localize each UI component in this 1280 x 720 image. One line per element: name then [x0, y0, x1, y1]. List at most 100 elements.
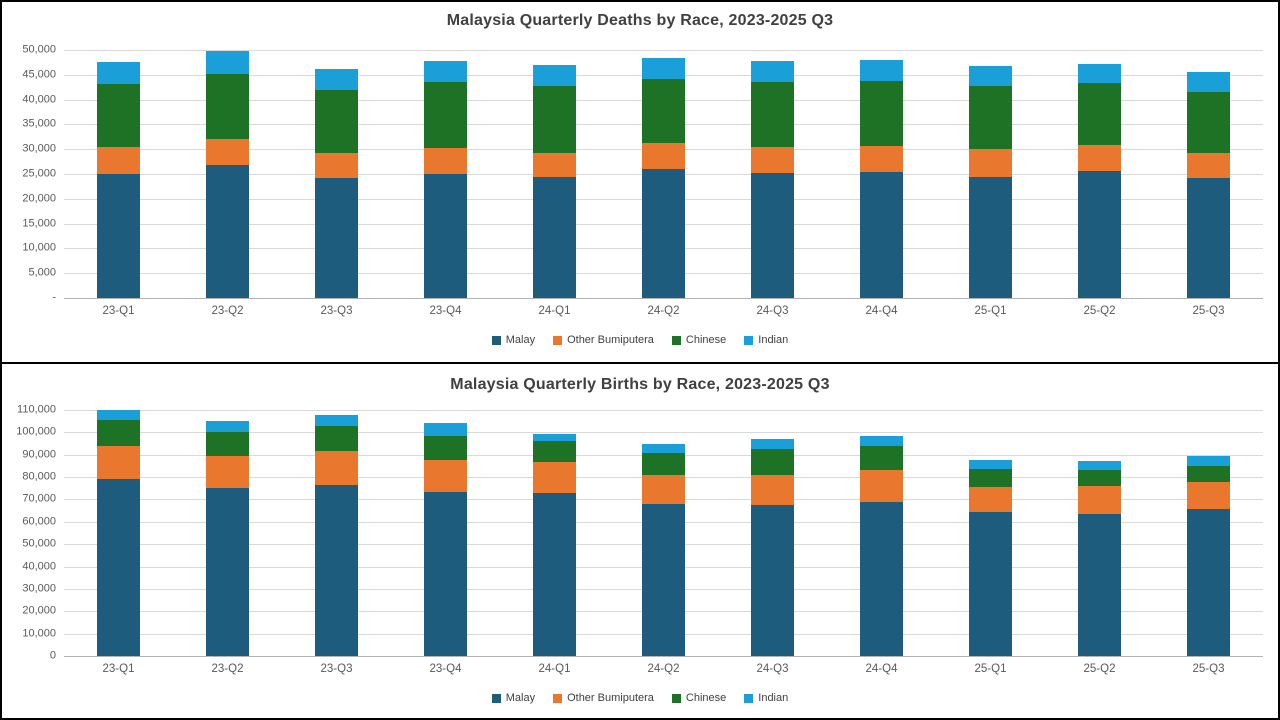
bar-segment-chinese — [533, 86, 576, 153]
bar-segment-other-bumiputera — [1187, 481, 1230, 509]
legend-item-chinese: Chinese — [671, 334, 727, 346]
chart-title: Malaysia Quarterly Births by Race, 2023-… — [450, 376, 830, 393]
bar-segment-indian — [315, 69, 358, 90]
stacked-bar-25-q1 — [969, 65, 1012, 298]
bar-segment-other-bumiputera — [424, 147, 467, 174]
bar-segment-chinese — [860, 80, 903, 147]
bar-segment-chinese — [969, 468, 1012, 487]
stacked-bar-24-q1 — [533, 433, 576, 656]
bar-segment-other-bumiputera — [969, 149, 1012, 177]
gridline — [64, 410, 1263, 411]
bar-segment-malay — [969, 512, 1012, 656]
x-axis-tick-label: 24-Q3 — [756, 663, 789, 675]
bar-segment-malay — [315, 485, 358, 656]
stacked-bar-23-q2 — [206, 420, 249, 656]
gridline — [64, 656, 1263, 657]
x-axis-tick-label: 24-Q1 — [538, 305, 571, 317]
stacked-bar-23-q2 — [206, 50, 249, 298]
bar-slot — [1154, 410, 1263, 656]
bar-slot — [718, 50, 827, 298]
stacked-bar-24-q1 — [533, 65, 576, 298]
y-axis-tick-label: 70,000 — [22, 492, 56, 505]
legend-label: Malay — [505, 334, 536, 346]
bar-segment-malay — [751, 173, 794, 298]
stacked-bar-23-q1 — [97, 410, 140, 656]
stacked-bar-25-q2 — [1078, 63, 1121, 298]
stacked-bar-23-q1 — [97, 62, 140, 298]
bar-segment-chinese — [1078, 83, 1121, 146]
bar-slot — [936, 50, 1045, 298]
x-axis-tick-label: 23-Q1 — [102, 663, 135, 675]
bar-segment-malay — [642, 168, 685, 298]
bar-segment-indian — [206, 50, 249, 74]
bar-segment-chinese — [97, 420, 140, 447]
stacked-bar-24-q3 — [751, 60, 794, 298]
legend-swatch-icon — [491, 693, 501, 703]
births-chart-panel: Malaysia Quarterly Births by Race, 2023-… — [2, 364, 1278, 718]
y-axis-tick-label: 25,000 — [22, 167, 56, 180]
bar-segment-malay — [533, 177, 576, 298]
bar-segment-indian — [206, 420, 249, 432]
x-axis-tick-label: 24-Q4 — [865, 663, 898, 675]
chart-title: Malaysia Quarterly Deaths by Race, 2023-… — [446, 12, 834, 29]
gridline — [64, 298, 1263, 299]
x-axis-tick-label: 25-Q2 — [1083, 305, 1116, 317]
bar-segment-other-bumiputera — [206, 138, 249, 166]
stacked-bar-23-q3 — [315, 415, 358, 656]
x-axis-tick-label: 24-Q2 — [647, 663, 680, 675]
bar-segment-malay — [860, 172, 903, 298]
x-axis-tick-label: 25-Q1 — [974, 663, 1007, 675]
y-axis-tick-label: 45,000 — [22, 68, 56, 81]
bar-segment-indian — [533, 65, 576, 87]
bar-slot — [173, 410, 282, 656]
bar-segment-indian — [97, 410, 140, 421]
y-axis-tick-label: 10,000 — [22, 627, 56, 640]
y-axis-tick-label: 60,000 — [22, 515, 56, 528]
y-axis-tick-label: 110,000 — [17, 403, 56, 416]
bar-segment-other-bumiputera — [642, 474, 685, 504]
legend-item-indian: Indian — [744, 334, 788, 346]
bar-segment-indian — [1187, 456, 1230, 467]
bar-slot — [282, 410, 391, 656]
bar-slot — [718, 410, 827, 656]
legend-item-other-bumiputera: Other Bumiputera — [553, 334, 654, 346]
bar-segment-malay — [206, 488, 249, 656]
x-axis-tick-label: 25-Q1 — [974, 305, 1007, 317]
bar-segment-malay — [1187, 508, 1230, 656]
bar-segment-malay — [97, 174, 140, 298]
x-axis-tick-label: 23-Q1 — [102, 305, 135, 317]
bar-segment-indian — [1187, 72, 1230, 92]
bar-segment-indian — [315, 415, 358, 427]
bar-segment-chinese — [424, 436, 467, 460]
x-axis-tick-label: 25-Q2 — [1083, 663, 1116, 675]
bar-segment-chinese — [642, 452, 685, 475]
legend-item-chinese: Chinese — [671, 692, 727, 704]
x-axis-tick-label: 24-Q2 — [647, 305, 680, 317]
legend-swatch-icon — [671, 693, 681, 703]
y-axis-tick-label: 100,000 — [16, 425, 56, 438]
bar-segment-other-bumiputera — [751, 146, 794, 173]
y-axis-tick-label: 30,000 — [22, 142, 56, 155]
bar-slot — [936, 410, 1045, 656]
bar-segment-chinese — [206, 431, 249, 457]
bar-slot — [1045, 410, 1154, 656]
legend-label: Chinese — [685, 692, 727, 704]
bar-segment-malay — [533, 493, 576, 656]
bar-segment-other-bumiputera — [969, 486, 1012, 513]
bar-slot — [827, 410, 936, 656]
bar-segment-malay — [1078, 171, 1121, 298]
y-axis-tick-label: 50,000 — [22, 537, 56, 550]
y-axis-tick-label: 90,000 — [22, 448, 56, 461]
x-axis-tick-label: 23-Q2 — [211, 305, 244, 317]
legend-label: Other Bumiputera — [567, 692, 654, 704]
bar-segment-malay — [642, 503, 685, 656]
y-axis-tick-label: 5,000 — [28, 266, 56, 279]
legend-label: Chinese — [685, 334, 727, 346]
x-axis: 23-Q1 23-Q2 23-Q3 23-Q4 24-Q1 24-Q2 24-Q3 24-Q4… — [64, 305, 1263, 317]
legend-swatch-icon — [491, 335, 501, 345]
bar-segment-chinese — [315, 89, 358, 153]
bar-segment-other-bumiputera — [1187, 153, 1230, 178]
stacked-bar-24-q2 — [642, 57, 685, 298]
bar-segment-other-bumiputera — [315, 152, 358, 178]
bar-segment-indian — [424, 60, 467, 83]
